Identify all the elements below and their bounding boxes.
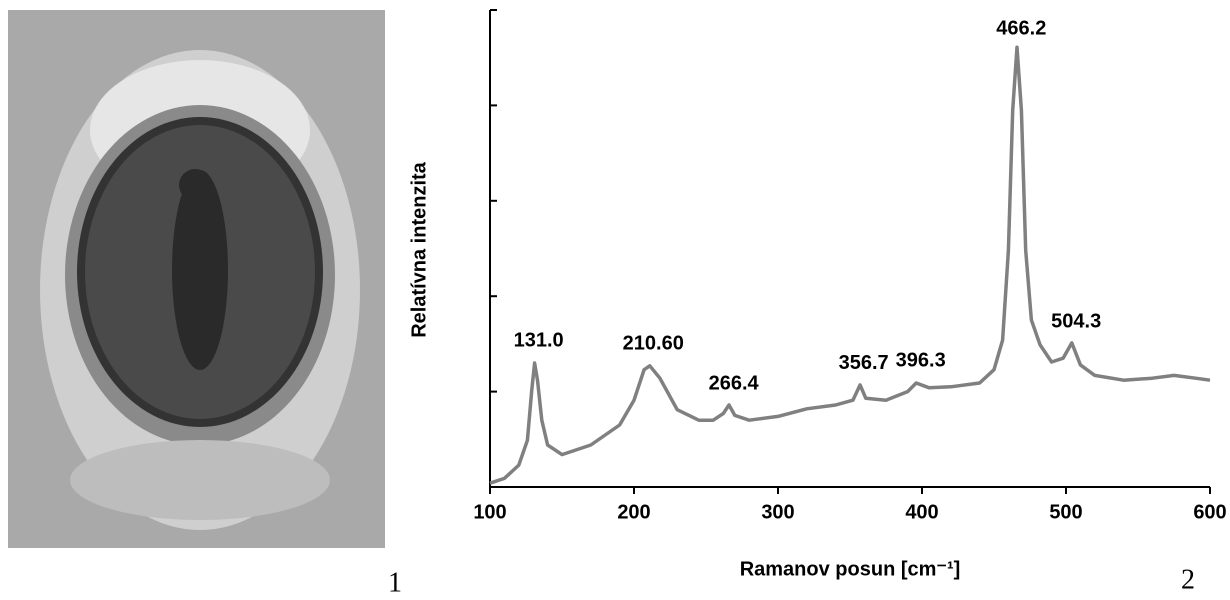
spectrum-line xyxy=(489,45,1211,485)
peak-label: 466.2 xyxy=(996,18,1046,40)
peak-label: 356.7 xyxy=(839,352,889,374)
peak-label: 396.3 xyxy=(896,349,946,371)
x-tick-label: 400 xyxy=(905,501,938,523)
peak-label: 210.60 xyxy=(623,333,684,355)
y-axis-title: Relatívna intenzita xyxy=(408,161,430,337)
peak-label: 504.3 xyxy=(1051,310,1101,332)
x-tick-label: 100 xyxy=(473,501,506,523)
panel-label: 1 xyxy=(388,567,402,598)
x-tick-label: 200 xyxy=(617,501,650,523)
x-tick-label: 600 xyxy=(1193,501,1226,523)
peak-label: 131.0 xyxy=(514,329,564,351)
peak-label: 266.4 xyxy=(709,372,760,394)
x-axis-title: Ramanov posun [cm⁻¹] xyxy=(740,558,961,580)
panel-label: 2 xyxy=(1181,564,1195,595)
x-tick-label: 300 xyxy=(761,501,794,523)
x-tick-label: 500 xyxy=(1049,501,1082,523)
photo xyxy=(8,10,385,548)
